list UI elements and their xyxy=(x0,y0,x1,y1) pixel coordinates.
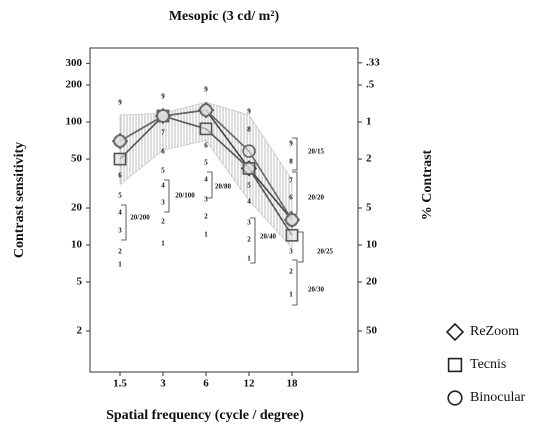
legend-label: Binocular xyxy=(470,390,526,405)
y-tick-label: 20 xyxy=(71,202,83,214)
chart-number: 8 xyxy=(247,126,251,134)
y2-tick-label: 20 xyxy=(366,276,378,288)
chart-number: 4 xyxy=(161,182,165,190)
chart-number: 1 xyxy=(289,291,293,299)
chart-title: Mesopic (3 cd/ m²) xyxy=(169,9,280,24)
chart-number: 9 xyxy=(118,99,122,107)
x-axis-label: Spatial frequency (cycle / degree) xyxy=(106,408,304,423)
bracket xyxy=(121,204,127,241)
x-tick-label: 18 xyxy=(287,378,299,390)
acuity-label: 20/15 xyxy=(308,148,324,156)
chart-number: 6 xyxy=(204,142,208,150)
chart-number: 9 xyxy=(247,108,251,116)
acuity-label: 20/20 xyxy=(308,194,324,202)
y2-tick-label: .33 xyxy=(366,56,380,68)
chart-number: 3 xyxy=(289,248,293,256)
chart-number: 4 xyxy=(118,209,122,217)
y-tick-label: 200 xyxy=(66,79,83,91)
chart-number: 2 xyxy=(118,248,122,256)
legend-marker xyxy=(445,322,465,342)
chart-number: 6 xyxy=(118,172,122,180)
marker xyxy=(285,213,299,227)
y-tick-label: 300 xyxy=(66,57,83,69)
x-tick-label: 3 xyxy=(160,378,166,390)
bracket xyxy=(207,171,213,199)
y2-axis-label: % Contrast xyxy=(420,149,435,220)
chart-number: 7 xyxy=(289,177,293,185)
y2-tick-label: 5 xyxy=(366,202,372,214)
acuity-label: 20/100 xyxy=(175,192,195,200)
y-tick-label: 5 xyxy=(77,276,83,288)
legend-label: ReZoom xyxy=(470,324,519,339)
chart-number: 1 xyxy=(204,231,208,239)
chart-number: 3 xyxy=(118,227,122,235)
acuity-label: 20/80 xyxy=(215,183,231,191)
x-tick-label: 6 xyxy=(203,378,209,390)
chart-number: 6 xyxy=(289,194,293,202)
chart-number: 1 xyxy=(247,255,251,263)
bracket xyxy=(164,179,170,213)
chart-number: 5 xyxy=(204,159,208,167)
y2-tick-label: .5 xyxy=(366,79,375,91)
marker xyxy=(199,103,213,117)
bracket xyxy=(292,171,298,215)
acuity-label: 20/40 xyxy=(260,233,276,241)
chart-number: 5 xyxy=(247,182,251,190)
marker xyxy=(113,134,127,148)
chart-number: 2 xyxy=(204,213,208,221)
marker xyxy=(285,228,299,242)
chart-number: 5 xyxy=(161,167,165,175)
chart-number: 1 xyxy=(118,261,122,269)
y-tick-label: 100 xyxy=(66,116,83,128)
chart-number: 9 xyxy=(161,93,165,101)
y2-tick-label: 10 xyxy=(366,239,378,251)
bracket xyxy=(250,217,256,264)
chart-number: 3 xyxy=(247,219,251,227)
legend-marker xyxy=(447,357,463,373)
chart-number: 4 xyxy=(204,176,208,184)
chart-number: 6 xyxy=(161,148,165,156)
bracket xyxy=(298,231,304,263)
chart-number: 3 xyxy=(161,199,165,207)
chart-number: 8 xyxy=(289,158,293,166)
y2-tick-label: 1 xyxy=(366,116,372,128)
y-axis-label: Contrast sensitivity xyxy=(12,142,27,258)
plot-frame xyxy=(89,47,359,373)
chart-number: 2 xyxy=(161,218,165,226)
marker xyxy=(113,152,127,166)
marker xyxy=(156,109,170,123)
chart-number: 9 xyxy=(204,86,208,94)
chart-number: 7 xyxy=(161,129,165,137)
acuity-label: 20/25 xyxy=(317,248,333,256)
marker xyxy=(242,144,256,158)
y-tick-label: 10 xyxy=(71,239,83,251)
chart-number: 2 xyxy=(247,236,251,244)
chart-number: 3 xyxy=(204,196,208,204)
legend-label: Tecnis xyxy=(470,357,506,372)
bracket xyxy=(292,137,298,171)
x-tick-label: 1.5 xyxy=(113,378,127,390)
y-tick-label: 2 xyxy=(77,325,83,337)
marker xyxy=(199,122,213,136)
chart-number: 9 xyxy=(289,140,293,148)
x-tick-label: 12 xyxy=(244,378,256,390)
normal-band xyxy=(119,101,293,249)
chart-number: 5 xyxy=(118,192,122,200)
chart-number: 1 xyxy=(161,240,165,248)
chart-number: 4 xyxy=(247,198,251,206)
chart-number: 2 xyxy=(289,268,293,276)
y2-tick-label: 50 xyxy=(366,325,378,337)
y-tick-label: 50 xyxy=(71,153,83,165)
marker xyxy=(242,161,256,175)
acuity-label: 20/200 xyxy=(130,214,150,222)
legend-marker xyxy=(447,390,463,406)
y2-tick-label: 2 xyxy=(366,153,372,165)
bracket xyxy=(292,259,298,306)
acuity-label: 20/30 xyxy=(308,286,324,294)
